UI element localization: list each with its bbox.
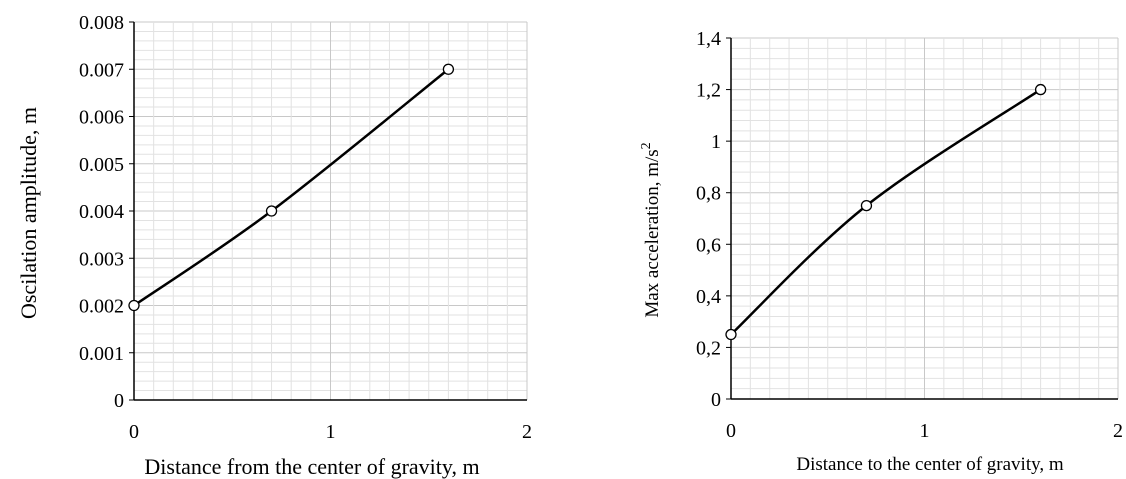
axes-right xyxy=(726,37,1118,400)
y-tick-label: 0,8 xyxy=(696,183,721,205)
chart-right: 0 0,2 0,4 0,6 0,8 1 1,2 1,4 0 1 2 Distance to the… xyxy=(639,28,1123,475)
y-tick-label: 0.008 xyxy=(79,12,124,34)
x-axis-title-right: Distance to the center of gravity, m xyxy=(796,454,1064,475)
x-ticks-left: 0 1 2 xyxy=(129,421,532,443)
x-axis-title-left: Distance from the center of gravity, m xyxy=(144,454,479,479)
x-tick-label: 1 xyxy=(920,420,930,442)
y-axis-title-left: Oscilation amplitude, m xyxy=(16,107,41,319)
y-tick-label: 0 xyxy=(711,389,721,411)
y-tick-label: 0.006 xyxy=(79,107,124,129)
y-axis-title-right-main: Max acceleration, m/s xyxy=(642,149,663,317)
y-tick-label: 0,2 xyxy=(696,337,721,359)
y-tick-label: 0.002 xyxy=(79,296,124,318)
y-tick-label: 0.005 xyxy=(79,154,124,176)
series-left xyxy=(128,63,455,312)
chart-left: 0 0.001 0.002 0.003 0.004 0.005 0.006 0.007 0.00… xyxy=(16,12,532,479)
grid-right xyxy=(730,37,1119,400)
y-axis-title-right-sup: 2 xyxy=(639,142,654,149)
y-tick-label: 1,4 xyxy=(696,28,721,50)
x-tick-label: 0 xyxy=(726,420,736,442)
y-tick-label: 1,2 xyxy=(696,80,721,102)
y-tick-label: 0.007 xyxy=(79,59,124,81)
x-tick-label: 1 xyxy=(326,421,336,443)
x-tick-label: 0 xyxy=(129,421,139,443)
data-point xyxy=(442,63,455,75)
y-tick-label: 0.003 xyxy=(79,248,124,270)
y-tick-label: 0,6 xyxy=(696,234,721,256)
axes-left xyxy=(129,21,527,401)
y-tick-label: 0,4 xyxy=(696,286,721,308)
x-tick-label: 2 xyxy=(522,421,532,443)
data-point xyxy=(265,205,278,217)
y-tick-label: 0 xyxy=(114,390,124,412)
y-tick-label: 0.004 xyxy=(79,201,124,223)
grid-left xyxy=(133,21,528,401)
y-axis-title-right: Max acceleration, m/s2 xyxy=(639,142,663,317)
y-tick-label: 1 xyxy=(711,131,721,153)
data-point xyxy=(128,299,140,312)
data-point xyxy=(1034,83,1047,96)
data-point xyxy=(725,328,737,341)
series-line xyxy=(133,68,450,307)
x-ticks-right: 0 1 2 xyxy=(726,420,1123,442)
series-right xyxy=(725,83,1047,341)
y-ticks-right: 0 0,2 0,4 0,6 0,8 1 1,2 1,4 xyxy=(696,28,721,411)
x-tick-label: 2 xyxy=(1113,420,1123,442)
data-point xyxy=(860,199,873,212)
y-ticks-left: 0 0.001 0.002 0.003 0.004 0.005 0.006 0.007 0.00… xyxy=(79,12,124,412)
y-tick-label: 0.001 xyxy=(79,343,124,365)
